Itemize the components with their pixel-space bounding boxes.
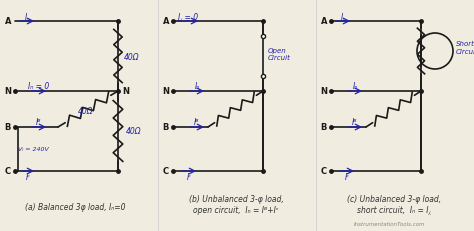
Text: Iᴮ: Iᴮ (36, 118, 42, 127)
Text: C: C (163, 167, 169, 176)
Text: (c) Unbalanced 3-φ load,: (c) Unbalanced 3-φ load, (347, 195, 441, 204)
Text: Iₙ = 0: Iₙ = 0 (28, 82, 50, 91)
Text: A: A (320, 17, 327, 26)
Text: C: C (321, 167, 327, 176)
Text: Iᶜ: Iᶜ (345, 173, 349, 182)
Text: InstrumentationTools.com: InstrumentationTools.com (354, 222, 426, 227)
Text: I⁁: I⁁ (25, 12, 29, 21)
Text: I⁁ = 0: I⁁ = 0 (178, 12, 198, 21)
Text: N: N (122, 87, 129, 96)
Text: C: C (5, 167, 11, 176)
Text: open circuit,  Iₙ = Iᴮ+Iᶜ: open circuit, Iₙ = Iᴮ+Iᶜ (193, 206, 279, 215)
Text: (b) Unbalanced 3-φ load,: (b) Unbalanced 3-φ load, (189, 195, 283, 204)
Text: Open
Circuit: Open Circuit (268, 48, 291, 61)
Text: N: N (4, 87, 11, 96)
Text: Iₙ: Iₙ (352, 82, 357, 91)
Text: I⁁: I⁁ (341, 12, 345, 21)
Text: Vₗ = 240V: Vₗ = 240V (18, 147, 49, 152)
Text: Iᶜ: Iᶜ (186, 173, 191, 182)
Text: Iᴮ: Iᴮ (194, 118, 200, 127)
Text: short circuit,  Iₙ = I⁁: short circuit, Iₙ = I⁁ (357, 206, 431, 215)
Text: 40Ω: 40Ω (126, 127, 142, 136)
Text: B: B (5, 123, 11, 132)
Text: (a) Balanced 3φ load, Iₙ=0: (a) Balanced 3φ load, Iₙ=0 (25, 203, 125, 212)
Text: Short
Circuit: Short Circuit (456, 41, 474, 54)
Text: A: A (4, 17, 11, 26)
Text: Iᴮ: Iᴮ (352, 118, 358, 127)
Text: B: B (320, 123, 327, 132)
Text: 40Ω: 40Ω (124, 52, 140, 61)
Text: N: N (162, 87, 169, 96)
Text: B: B (163, 123, 169, 132)
Text: Iᶜ: Iᶜ (26, 173, 30, 182)
Text: A: A (163, 17, 169, 26)
Text: Iₙ: Iₙ (194, 82, 200, 91)
Text: N: N (320, 87, 327, 96)
Text: 40Ω: 40Ω (78, 107, 94, 116)
